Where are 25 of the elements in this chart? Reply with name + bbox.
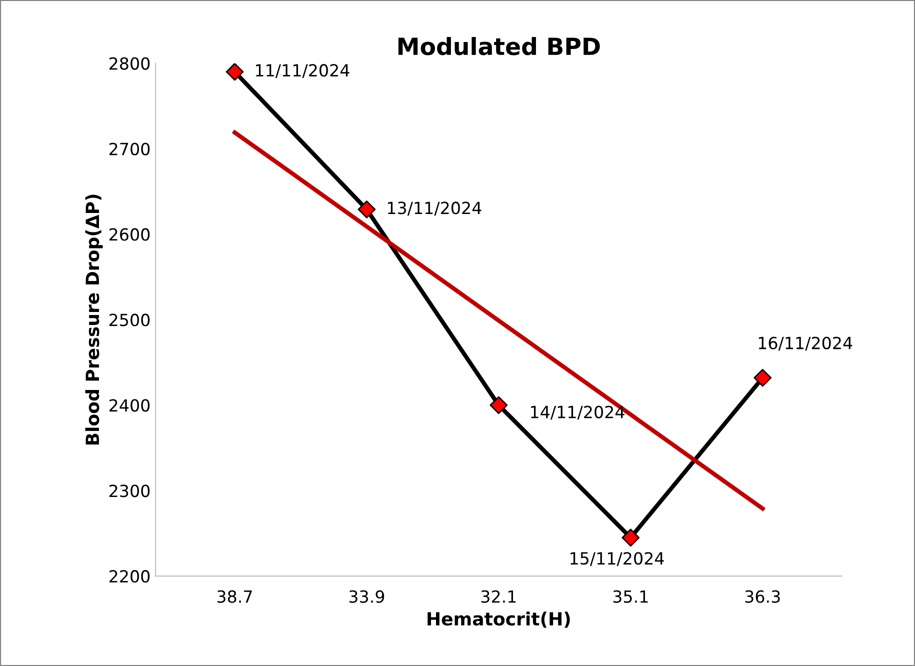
x-axis-title: Hematocrit(H) bbox=[428, 612, 570, 628]
x-tick-label: 32.1 bbox=[481, 590, 516, 603]
x-tick-label: 33.9 bbox=[349, 590, 384, 603]
point bbox=[754, 368, 772, 387]
y-tick-label: 2600 bbox=[109, 228, 150, 241]
annotation: 13/11/2024 bbox=[388, 202, 482, 216]
x-tick-label: 36.3 bbox=[745, 590, 780, 603]
y-tick-label: 2300 bbox=[109, 484, 150, 498]
y-tick-label: 2700 bbox=[109, 142, 150, 156]
y-tick-label: 2200 bbox=[109, 570, 150, 583]
x-tick-label: 38.7 bbox=[217, 590, 252, 603]
chart-title: Modulated BPD bbox=[398, 36, 600, 56]
point bbox=[358, 200, 376, 218]
annotation: 15/11/2024 bbox=[570, 552, 664, 566]
y-axis-title: Blood Pressure Drop(ΔP) bbox=[85, 194, 103, 445]
annotation: 11/11/2024 bbox=[256, 64, 350, 78]
point bbox=[490, 396, 508, 414]
point bbox=[226, 63, 244, 81]
annotation: 14/11/2024 bbox=[531, 406, 624, 420]
point bbox=[622, 528, 640, 547]
y-tick-label: 2800 bbox=[109, 57, 150, 70]
annotation: 16/11/2024 bbox=[758, 336, 852, 351]
y-tick-label: 2500 bbox=[109, 314, 150, 326]
y-tick-label: 2400 bbox=[109, 399, 150, 412]
x-tick-label: 35.1 bbox=[613, 590, 648, 603]
